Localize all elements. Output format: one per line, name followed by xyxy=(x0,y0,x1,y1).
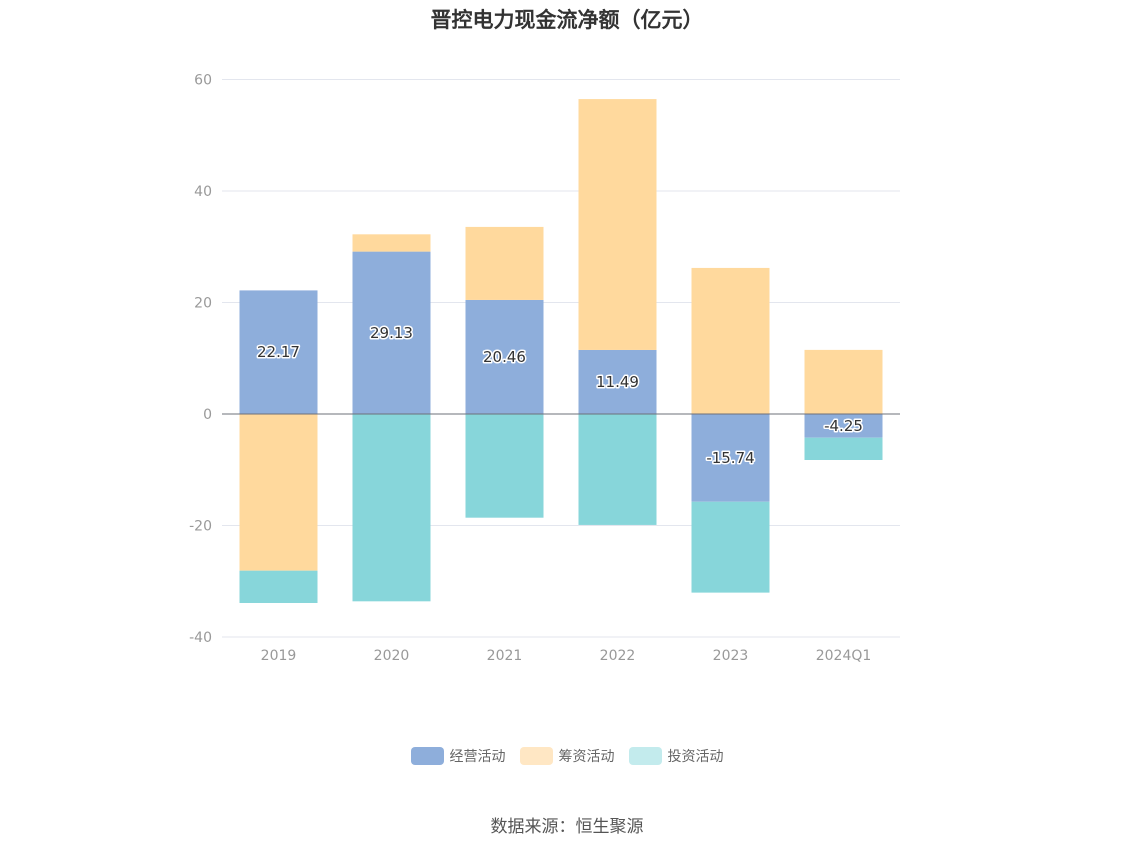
legend-swatch xyxy=(519,747,553,765)
bar-financing-2022 xyxy=(578,99,657,350)
data-label-2020: 29.13 xyxy=(370,324,413,342)
y-tick-label: 0 xyxy=(203,407,212,423)
legend-swatch xyxy=(410,747,444,765)
y-tick-label: 60 xyxy=(194,73,212,89)
legend-item-operating[interactable]: 经营活动 xyxy=(410,746,506,766)
x-tick-label: 2020 xyxy=(374,648,410,664)
data-label-2024Q1: -4.25 xyxy=(824,417,863,435)
y-tick-label: -40 xyxy=(189,630,212,646)
bar-layer xyxy=(239,99,883,603)
bar-operating-2023 xyxy=(691,414,770,502)
bar-investing-2022 xyxy=(578,414,657,525)
x-tick-label: 2019 xyxy=(261,648,297,664)
chart-title: 晋控电力现金流净额（亿元） xyxy=(430,8,704,32)
axis-label-layer: 60 40 20 0 -20 -40 2019 2020 2021 2022 2023 2024Q1 xyxy=(189,73,871,665)
data-label-2023: -15.74 xyxy=(706,449,754,467)
x-tick-label: 2023 xyxy=(713,648,749,664)
data-label-2019: 22.17 xyxy=(257,343,300,361)
bar-operating-2019 xyxy=(239,290,318,414)
bar-financing-2021 xyxy=(465,226,544,300)
legend-label: 投资活动 xyxy=(667,749,724,765)
bar-financing-2023 xyxy=(691,267,770,414)
x-tick-label: 2022 xyxy=(600,648,636,664)
bar-financing-2019 xyxy=(239,414,318,571)
bar-financing-2020 xyxy=(352,234,431,252)
legend-label: 经营活动 xyxy=(449,749,506,765)
data-label-2022: 11.49 xyxy=(596,373,639,391)
bar-investing-2020 xyxy=(352,414,431,602)
bar-investing-2023 xyxy=(691,501,770,593)
bar-operating-2020 xyxy=(352,251,431,414)
y-tick-label: 40 xyxy=(194,184,212,200)
y-tick-label: -20 xyxy=(189,519,212,535)
legend-item-investing[interactable]: 投资活动 xyxy=(628,746,724,766)
legend-item-financing[interactable]: 筹资活动 xyxy=(519,746,615,766)
bar-investing-2021 xyxy=(465,414,544,518)
bar-operating-2024Q1 xyxy=(804,414,883,438)
x-tick-label: 2024Q1 xyxy=(816,648,872,664)
stacked-bar-chart: 22.17 29.13 20.46 11.49 -15.74 -4.25 60 40 20 0 -… xyxy=(189,73,900,665)
bar-financing-2024Q1 xyxy=(804,349,883,414)
source-note: 数据来源：恒生聚源 xyxy=(490,817,644,837)
data-label-layer: 22.17 29.13 20.46 11.49 -15.74 -4.25 xyxy=(256,322,865,468)
x-tick-label: 2021 xyxy=(487,648,523,664)
y-tick-label: 20 xyxy=(194,296,212,312)
legend-label: 筹资活动 xyxy=(558,749,615,765)
bar-investing-2024Q1 xyxy=(804,437,883,460)
legend: 经营活动 筹资活动 投资活动 xyxy=(0,746,1134,766)
data-label-2021: 20.46 xyxy=(483,348,526,366)
grid-layer xyxy=(222,79,900,638)
bar-operating-2022 xyxy=(578,349,657,414)
legend-swatch xyxy=(628,747,662,765)
bar-investing-2019 xyxy=(239,570,318,603)
bar-operating-2021 xyxy=(465,299,544,414)
